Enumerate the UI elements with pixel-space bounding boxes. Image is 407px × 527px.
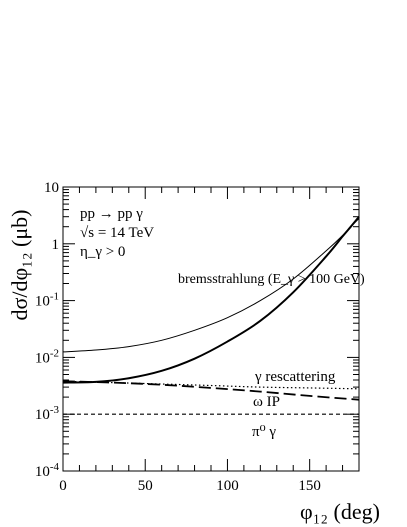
y-tick-label: 10-2 [35,347,59,366]
curves [62,216,360,415]
full-curve [62,216,360,384]
rescattering-curve [62,380,360,390]
y-tick-label: 10-1 [35,291,59,310]
tick-labels: 0 50 100 150 10-4 10-3 10-2 10-1 1 10 [35,180,321,494]
cut-annotation: η_γ > 0 [80,244,125,260]
x-tick-label: 150 [298,478,321,494]
x-tick-label: 0 [59,478,67,494]
y-tick-label: 10-4 [35,461,60,480]
ticks [62,186,360,472]
energy-annotation: √s = 14 TeV [80,225,154,241]
series-label-bremsstrahlung: bremsstrahlung (E_γ > 100 GeV) [178,272,365,287]
omega-ip-curve [62,380,360,401]
y-tick-label: 10 [44,180,59,196]
series-label-rescattering: γ rescattering [254,369,336,385]
x-tick-label: 100 [216,478,239,494]
series-label-pi0: π⁰ γ [252,424,276,440]
y-tick-label: 10-3 [35,404,60,423]
x-axis-label: φ₁₂ (deg) [300,499,380,524]
y-axis-label: dσ/dφ₁₂ (μb) [7,210,32,321]
series-label-omega: ω IP [253,394,280,410]
process-annotation: pp → pp γ [80,206,143,222]
x-tick-label: 50 [138,478,153,494]
y-tick-label: 1 [52,237,60,253]
